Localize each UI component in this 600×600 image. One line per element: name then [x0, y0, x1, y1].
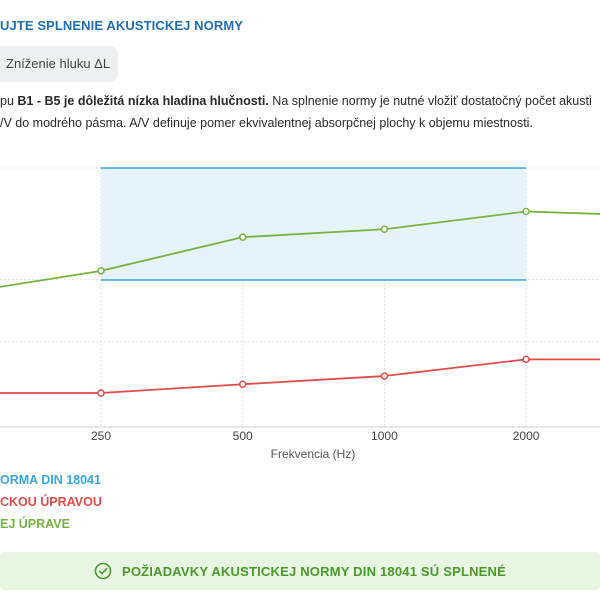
x-tick-label-2000: 2000 [513, 429, 540, 443]
legend-item-after: EJ ÚPRAVE [0, 517, 70, 531]
point-after-2000 [522, 207, 530, 216]
description-bold: B1 - B5 je dôležitá nízka hladina hlučno… [17, 94, 269, 108]
description-line-2: /V do modrého pásma. A/V definuje pomer … [0, 116, 533, 130]
norm-band [101, 167, 527, 281]
x-axis-title: Frekvencia (Hz) [271, 447, 356, 461]
frequency-chart: 250 500 1000 2000 Frekvencia (Hz) [0, 167, 600, 461]
series-line-before [0, 358, 600, 394]
chart-legend: ORMA DIN 18041 CKOU ÚPRAVOU EJ ÚPRAVE [0, 470, 102, 536]
check-circle-icon [94, 562, 112, 580]
x-tick-label-500: 500 [233, 429, 253, 443]
series-line-after [0, 210, 600, 288]
norm-band-fill [101, 168, 527, 280]
x-tick-labels: 250 500 1000 2000 [91, 429, 540, 443]
status-banner: POŽIADAVKY AKUSTICKEJ NORMY DIN 18041 SÚ… [0, 552, 600, 590]
point-after-1000 [380, 225, 389, 233]
noise-reduction-tab[interactable]: Zníženie hluku ΔL [0, 46, 118, 82]
page-title: UJTE SPLNENIE AKUSTICKEJ NORMY [0, 18, 244, 33]
point-after-250 [97, 267, 105, 275]
point-before-500 [238, 380, 247, 389]
x-tick-label-250: 250 [91, 429, 111, 443]
legend-item-before: CKOU ÚPRAVOU [0, 495, 102, 509]
point-after-500 [238, 233, 247, 241]
description-post: Na splnenie normy je nutné vložiť dostat… [268, 94, 592, 108]
x-tick-label-1000: 1000 [371, 429, 398, 443]
status-message: POŽIADAVKY AKUSTICKEJ NORMY DIN 18041 SÚ… [121, 563, 507, 579]
description-pre: pu [0, 94, 18, 108]
legend-item-norm: ORMA DIN 18041 [0, 473, 101, 487]
chart-series [0, 207, 600, 397]
point-before-2000 [522, 355, 530, 364]
point-before-250 [97, 389, 105, 397]
description: pu B1 - B5 je dôležitá nízka hladina hlu… [0, 90, 600, 134]
point-before-1000 [380, 372, 389, 380]
description-line-1: pu B1 - B5 je dôležitá nízka hladina hlu… [0, 90, 600, 112]
